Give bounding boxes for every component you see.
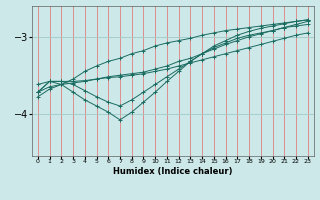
- X-axis label: Humidex (Indice chaleur): Humidex (Indice chaleur): [113, 167, 233, 176]
